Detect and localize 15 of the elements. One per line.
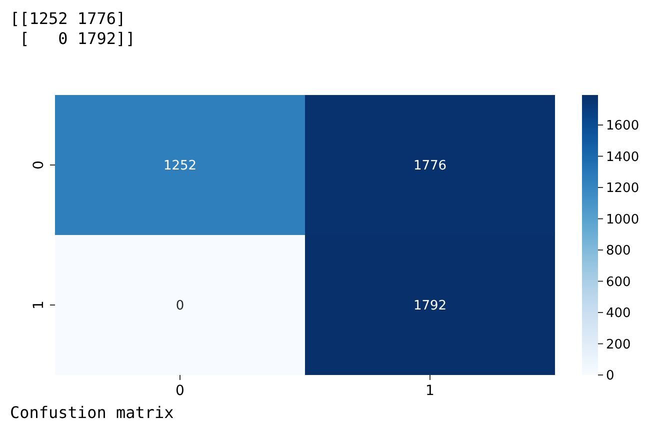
color-bar-label: 1600: [606, 118, 640, 134]
color-bar-label: 400: [606, 306, 631, 322]
text: Confustion matrix: [10, 403, 174, 422]
color-bar-label: 1000: [606, 212, 640, 228]
data-label: 0: [176, 298, 184, 314]
color-bar-label: 0: [606, 368, 614, 384]
data-label: 1776: [413, 158, 447, 174]
color-bar-label: 1400: [606, 150, 640, 165]
color-bar-label: 1200: [606, 181, 640, 196]
color-bar-label: 600: [606, 274, 631, 290]
color-bar-label: 200: [606, 337, 631, 352]
data-label: 1252: [163, 158, 197, 174]
data-label: 1792: [413, 298, 447, 314]
text: [[1252 1776] [ 0 1792]]: [10, 9, 136, 48]
color-bar-label: 800: [606, 244, 631, 259]
